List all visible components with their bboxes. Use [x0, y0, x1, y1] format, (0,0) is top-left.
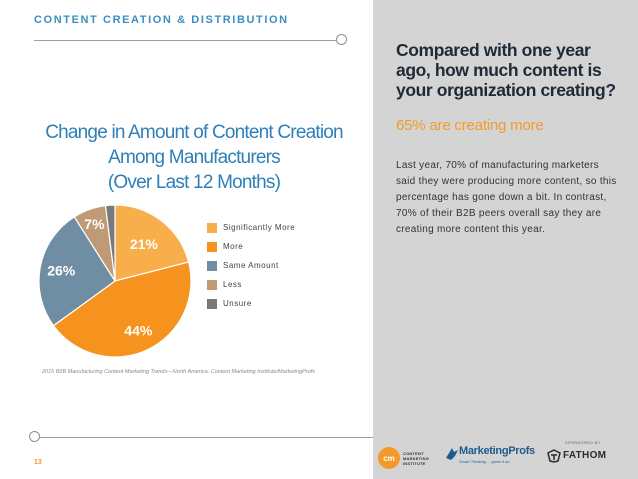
sponsored-label: SPONSORED BY — [565, 440, 601, 445]
legend-item: Significantly More — [207, 218, 295, 237]
pie-slice-unsure — [104, 204, 116, 282]
legend-label: Unsure — [223, 299, 252, 308]
marketingprofs-name: MarketingProfs — [459, 445, 535, 457]
sidebar-answer: 65% are creating more — [396, 117, 544, 134]
pie-data-label: 7% — [84, 216, 105, 232]
bottom-rule — [40, 437, 373, 438]
pie-data-label: 2% — [102, 193, 117, 204]
legend-label: More — [223, 242, 244, 251]
pie-slice-more — [52, 261, 192, 358]
fathom-logo: SPONSORED BY FATHOM — [547, 440, 617, 472]
legend-item: More — [207, 237, 295, 256]
pie-data-label: 44% — [124, 323, 153, 339]
pie-slice-same-amount — [38, 216, 116, 327]
sidebar-body: Last year, 70% of manufacturing marketer… — [396, 160, 617, 235]
section-label: CONTENT CREATION & DISTRIBUTION — [34, 14, 289, 26]
pie-chart: 21% 44% 26% 7% 2% — [38, 193, 192, 358]
fathom-shield-icon — [547, 449, 561, 463]
page-number: 13 — [34, 459, 42, 466]
legend-item: Less — [207, 275, 295, 294]
chart-title-line: (Over Last 12 Months) — [107, 172, 281, 193]
cmi-logo: cm CONTENT MARKETING INSTITUTE — [378, 444, 429, 472]
cmi-logo-mark: cm — [378, 447, 400, 469]
chart-title-line: Among Manufacturers — [108, 147, 281, 168]
sidebar-question: Compared with one year ago, how much con… — [396, 40, 616, 100]
pie-slice-significantly-more — [114, 204, 190, 282]
legend-swatch — [207, 260, 217, 271]
chart-title-line: Change in Amount of Content Creation — [45, 122, 343, 143]
top-rule-end-circle — [336, 34, 347, 45]
legend-item: Unsure — [207, 294, 295, 313]
pie-data-label: 21% — [130, 236, 159, 252]
bird-icon — [446, 448, 458, 460]
pie-data-label: 26% — [47, 263, 76, 279]
legend-swatch — [207, 222, 217, 233]
chart-source: 2015 B2B Manufacturing Content Marketing… — [42, 369, 315, 375]
top-rule — [34, 40, 336, 41]
legend-label: Less — [223, 280, 242, 289]
chart-title: Change in Amount of Content Creation Amo… — [24, 120, 364, 195]
marketingprofs-logo: MarketingProfs Smart Thinking ... gives … — [445, 444, 540, 472]
marketingprofs-tagline: Smart Thinking ... gives it on. — [459, 459, 511, 464]
chart-legend: Significantly More More Same Amount Less… — [207, 218, 295, 313]
legend-swatch — [207, 241, 217, 252]
bottom-rule-end-circle — [29, 431, 40, 442]
cmi-logo-text: CONTENT MARKETING INSTITUTE — [403, 450, 430, 466]
legend-label: Significantly More — [223, 223, 296, 232]
legend-item: Same Amount — [207, 256, 295, 275]
fathom-name: FATHOM — [563, 450, 607, 461]
legend-swatch — [207, 279, 217, 290]
legend-swatch — [207, 298, 217, 309]
legend-label: Same Amount — [223, 261, 279, 270]
sidebar-panel — [373, 0, 638, 479]
